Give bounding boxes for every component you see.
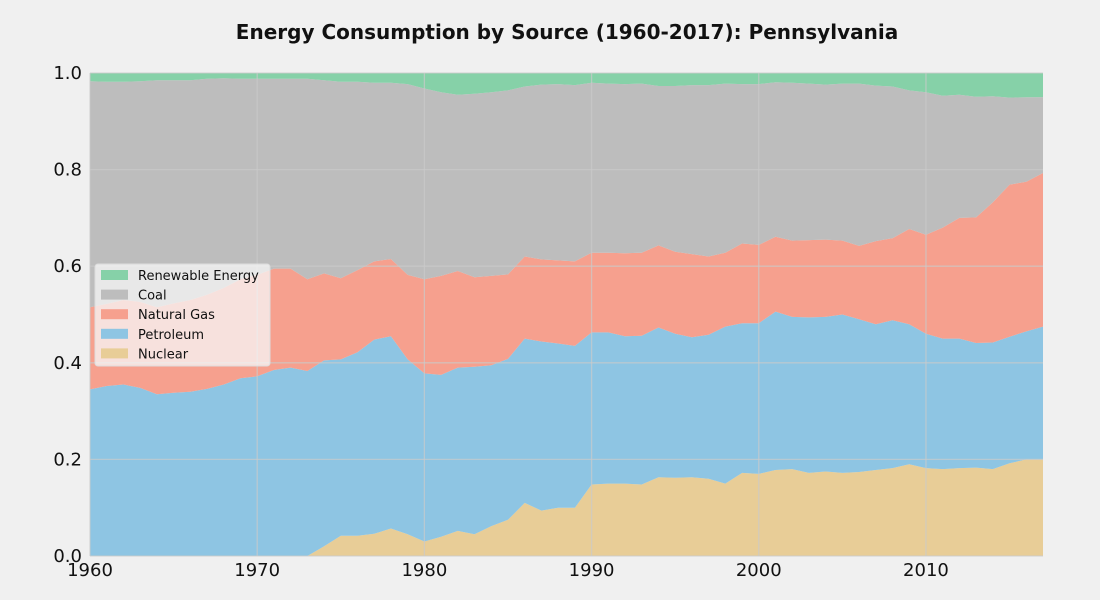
legend-swatch-renewable-energy xyxy=(101,270,128,280)
legend-label-natural-gas: Natural Gas xyxy=(138,308,215,323)
y-tick-label: 0.4 xyxy=(53,353,82,374)
legend-swatch-nuclear xyxy=(101,348,128,359)
gridlines xyxy=(89,72,1043,557)
x-tick-label: 1960 xyxy=(67,560,113,581)
legend: Renewable Energy Coal Natural Gas Petroleum… xyxy=(94,263,271,367)
x-tick-label: 1980 xyxy=(401,560,447,581)
legend-box xyxy=(94,263,271,367)
area-petroleum xyxy=(90,311,1043,556)
y-tick-label: 1.0 xyxy=(53,63,82,84)
x-tick-label: 2000 xyxy=(736,560,782,581)
legend-label-renewable-energy: Renewable Energy xyxy=(138,269,259,284)
y-tick-label: 0.0 xyxy=(53,546,82,567)
area-coal xyxy=(90,78,1043,308)
legend-label-coal: Coal xyxy=(138,289,167,304)
y-axis-ticks: 0.0 0.2 0.4 0.6 0.8 1.0 xyxy=(53,63,82,567)
y-tick-label: 0.6 xyxy=(53,256,82,277)
x-axis-ticks: 1960 1970 1980 1990 2000 2010 xyxy=(67,560,949,581)
chart-title: Energy Consumption by Source (1960-2017)… xyxy=(236,20,898,44)
x-tick-label: 1990 xyxy=(569,560,615,581)
area-layers xyxy=(90,73,1043,556)
legend-label-nuclear: Nuclear xyxy=(138,347,189,362)
x-tick-label: 1970 xyxy=(234,560,280,581)
x-tick-label: 2010 xyxy=(903,560,949,581)
legend-swatch-coal xyxy=(101,289,128,300)
y-tick-label: 0.8 xyxy=(53,160,82,181)
legend-swatch-petroleum xyxy=(101,328,128,339)
y-tick-label: 0.2 xyxy=(53,449,82,470)
area-natural-gas xyxy=(90,173,1043,395)
legend-label-petroleum: Petroleum xyxy=(138,328,204,343)
legend-swatch-natural-gas xyxy=(101,309,128,320)
area-renewable-energy xyxy=(90,73,1043,98)
